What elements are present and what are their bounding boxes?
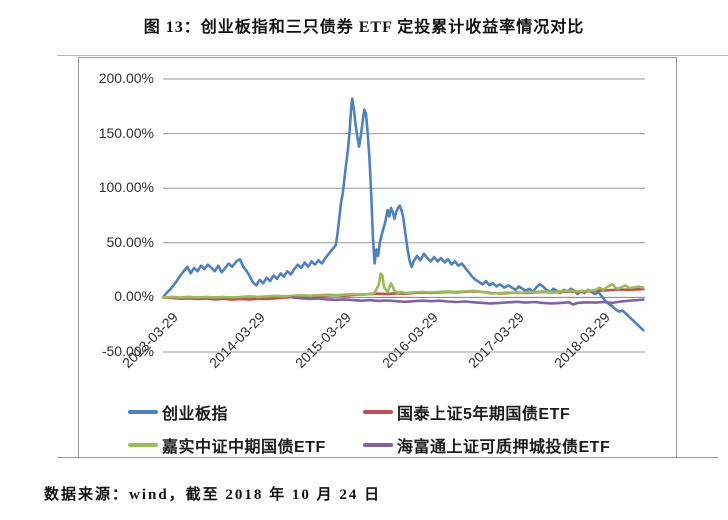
legend-label-hft-pledged-urban-bond-etf: 海富通上证可质押城投债ETF <box>397 439 611 456</box>
legend-marker-guotai-5y-treasury-etf-icon <box>363 410 393 414</box>
y-axis-tick-label: -50.00% <box>101 343 154 359</box>
y-axis-tick-label: 150.00% <box>98 124 154 141</box>
top-rule <box>57 55 728 56</box>
series-line-harvest-csi-mid-treasury-etf <box>161 272 645 299</box>
legend-marker-hft-pledged-urban-bond-etf-icon <box>363 443 393 447</box>
legend-item-hft-pledged-urban-bond-etf: 海富通上证可质押城投债ETF <box>363 435 611 456</box>
legend-label-chinext: 创业板指 <box>162 406 229 423</box>
legend-label-guotai-5y-treasury-etf: 国泰上证5年期国债ETF <box>397 406 571 423</box>
legend-item-chinext: 创业板指 <box>128 402 229 423</box>
y-axis-tick-label: 200.00% <box>98 70 154 86</box>
y-axis-tick-label: 50.00% <box>106 233 154 250</box>
legend-item-harvest-mid-treasury-etf: 嘉实中证中期国债ETF <box>128 435 326 456</box>
bottom-rule <box>57 457 718 458</box>
legend-marker-chinext-icon <box>128 410 158 414</box>
legend-label-harvest-mid-treasury-etf: 嘉实中证中期国债ETF <box>162 439 326 456</box>
figure-chart-box: 创业板指 国泰上证5年期国债ETF 嘉实中证中期国债ETF 海富通上证可质押城投… <box>78 57 677 458</box>
legend-marker-harvest-mid-treasury-etf-icon <box>128 443 158 447</box>
legend-item-guotai-5y-treasury-etf: 国泰上证5年期国债ETF <box>363 402 571 423</box>
line-chart-plot-area <box>161 78 645 353</box>
figure-title: 图 13：创业板指和三只债券 ETF 定投累计收益率情况对比 <box>143 19 585 36</box>
y-axis-tick-label: 100.00% <box>98 179 154 196</box>
data-source-note: 数据来源：wind，截至 2018 年 10 月 24 日 <box>44 487 382 503</box>
y-axis-tick-label: 0.00% <box>114 288 154 305</box>
series-line-hft-pledged-urban-bond-etf <box>291 296 645 306</box>
